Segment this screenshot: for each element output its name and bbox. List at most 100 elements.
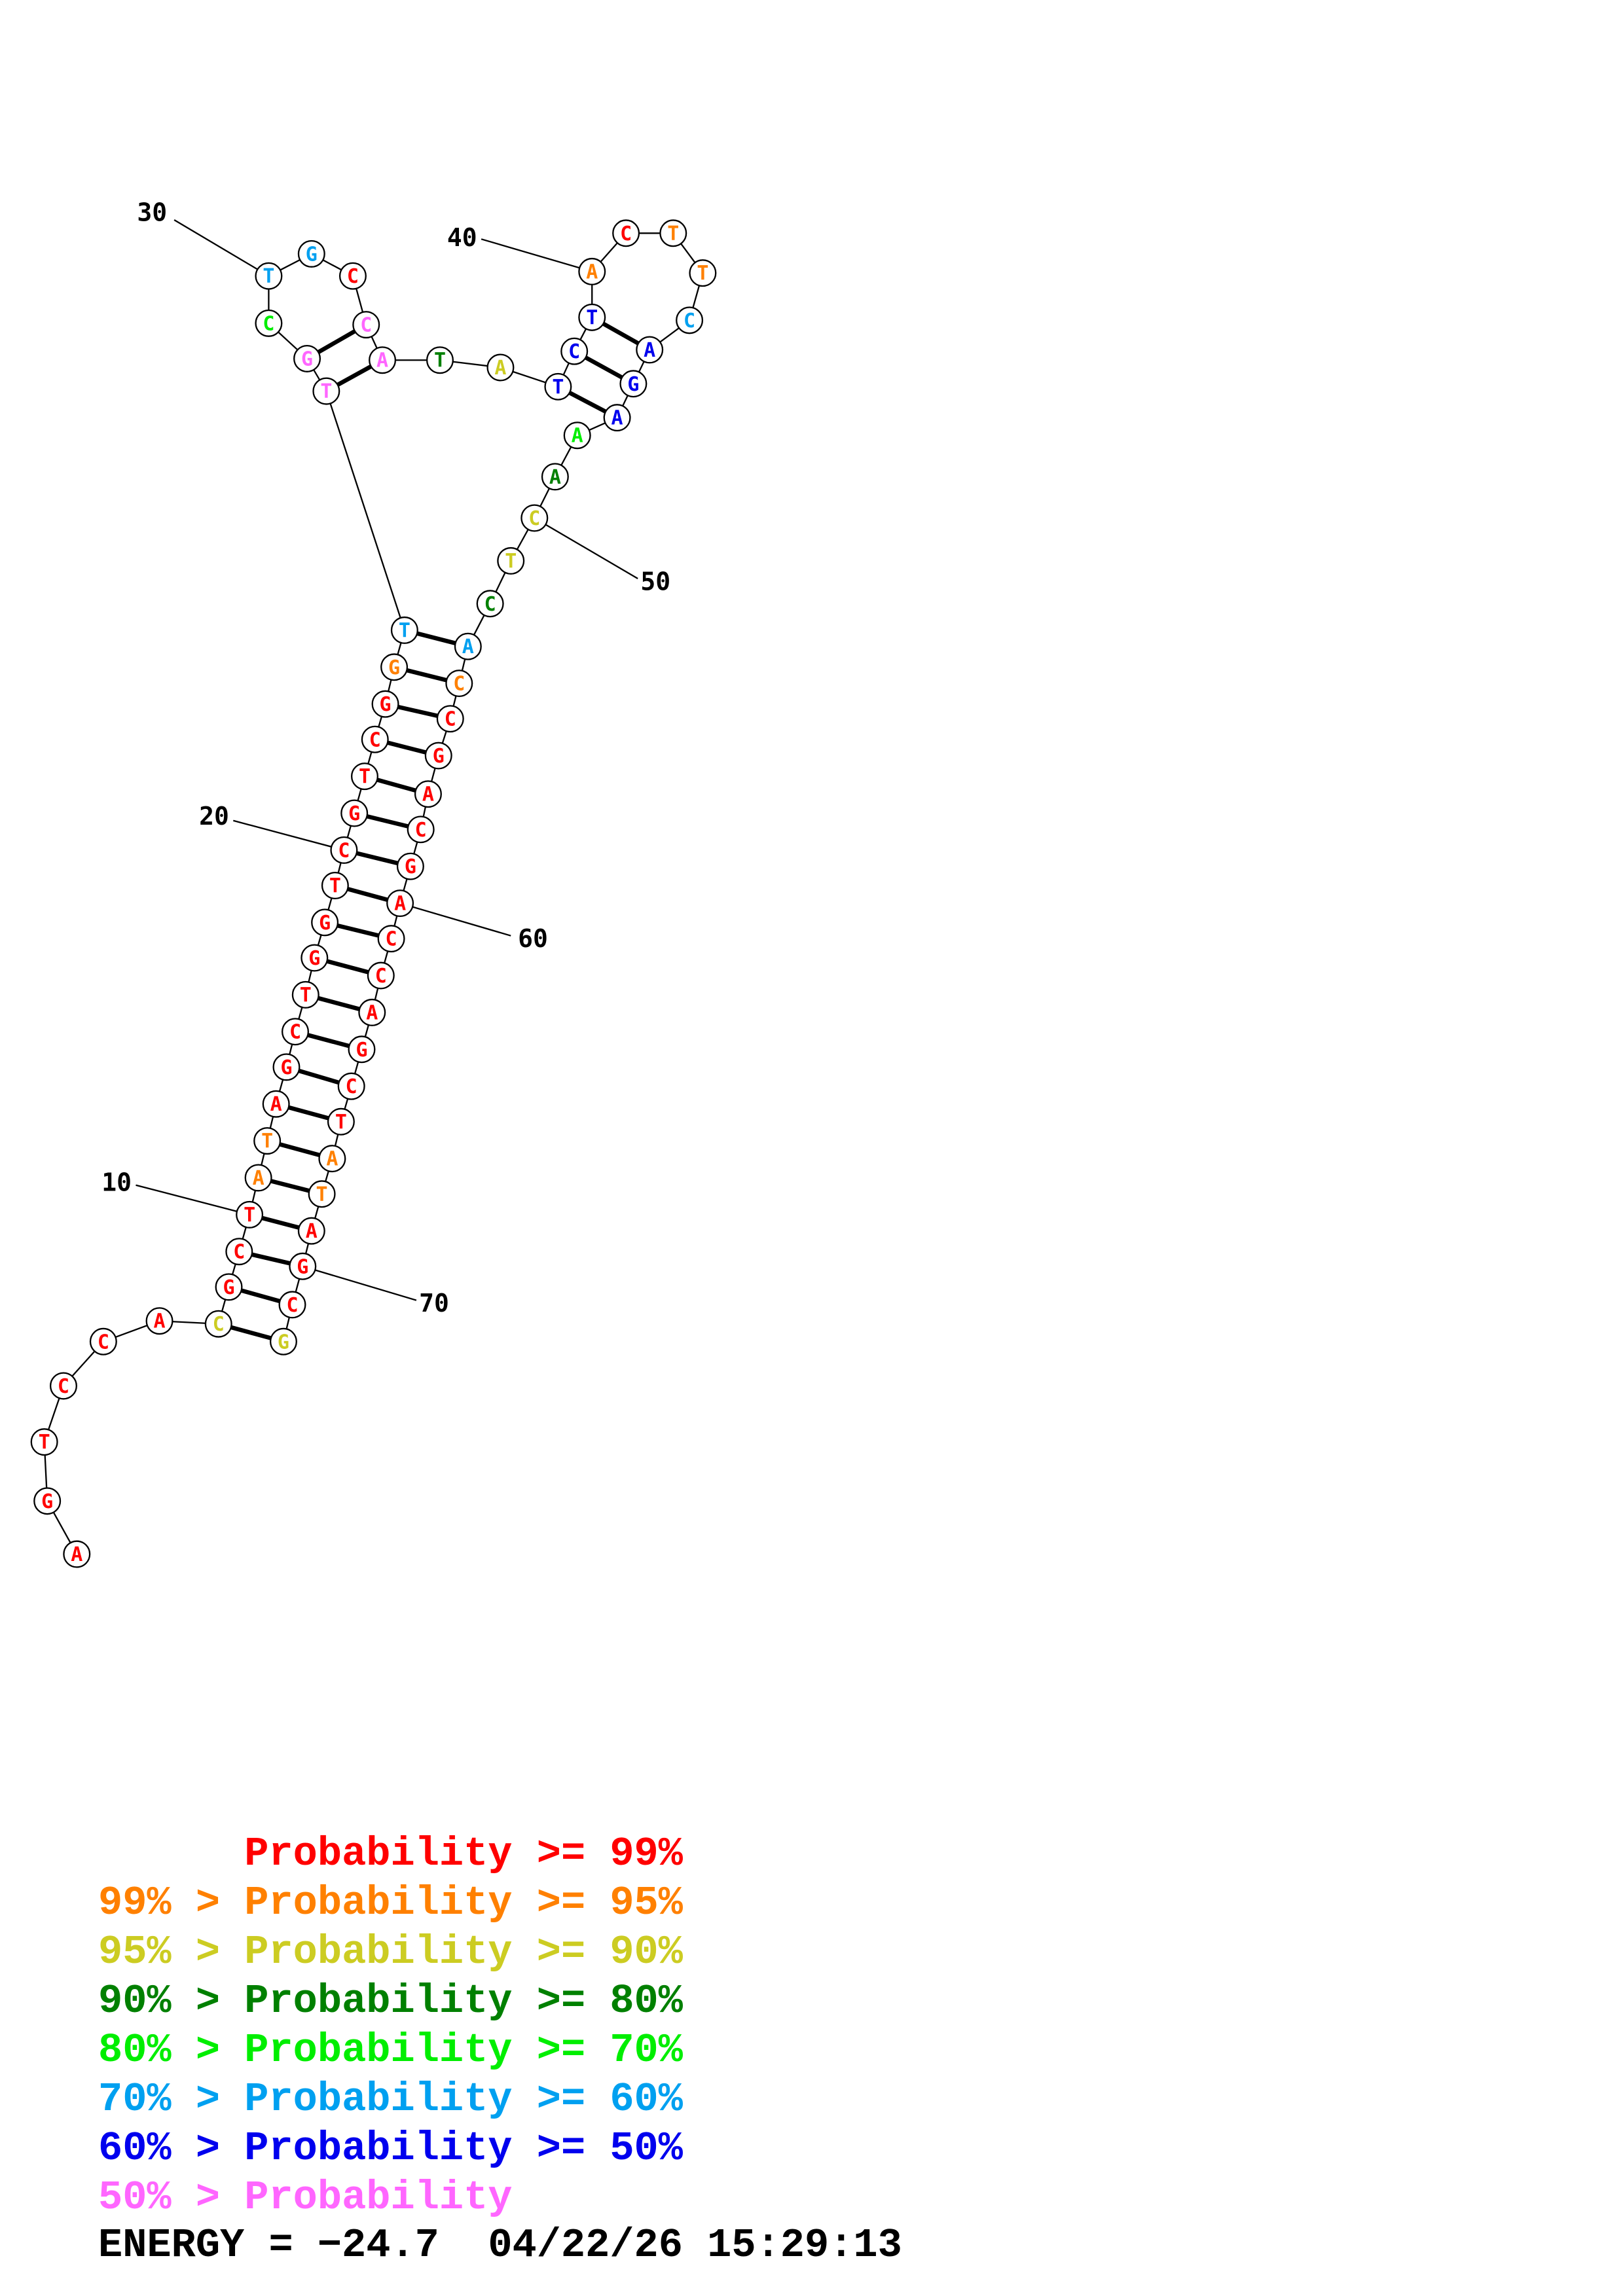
nucleotide-base: C (415, 819, 427, 842)
nucleotide-circle (49, 1372, 77, 1400)
nucleotide-circle (380, 653, 409, 681)
nucleotide: A (244, 1164, 272, 1192)
nucleotide-base: A (644, 339, 655, 362)
nucleotide-circle (255, 309, 283, 337)
nucleotide-base: C (58, 1375, 69, 1398)
nucleotide-base: A (366, 1001, 378, 1024)
probability-legend: Probability >= 99% 99% > Probability >= 9… (98, 1829, 683, 2222)
nucleotide-base: C (620, 223, 632, 245)
nucleotide: A (262, 1090, 290, 1118)
nucleotide-base: C (263, 312, 274, 335)
nucleotide-circle (689, 259, 717, 287)
nucleotide-base: T (261, 1130, 273, 1153)
nucleotide-circle (578, 257, 606, 285)
backbone-lines (43, 232, 704, 1555)
nucleotide-base: C (213, 1313, 225, 1336)
nucleotide-base: A (572, 425, 583, 448)
nucleotide-base: A (253, 1167, 264, 1190)
nucleotide-circle (318, 1145, 346, 1173)
nucleotide-base: G (278, 1331, 289, 1354)
position-label-line (399, 902, 511, 937)
nucleotide-circle (454, 632, 482, 660)
nucleotide: T (30, 1428, 58, 1456)
nucleotide-circle (348, 1035, 376, 1064)
nucleotide: T (253, 1127, 282, 1155)
nucleotide-circle (619, 370, 647, 398)
nucleotide-base: C (386, 928, 397, 951)
nucleotide-circle (321, 872, 349, 899)
nucleotide-base: G (280, 1056, 292, 1079)
nucleotide: C (338, 262, 367, 290)
nucleotide-circle (338, 262, 367, 290)
nucleotide-circle (145, 1307, 173, 1335)
nucleotide: C (337, 1072, 365, 1100)
nucleotide: T (327, 1107, 355, 1136)
nucleotide: C (676, 306, 704, 334)
nucleotide-circle (369, 346, 397, 374)
nucleotide-circle (282, 1018, 309, 1046)
nucleotide-base: G (301, 348, 313, 370)
legend-label: Probability (244, 2076, 513, 2123)
nucleotide-base: T (320, 380, 332, 403)
nucleotide-circle (30, 1428, 58, 1456)
legend-prefix: 90% > (98, 1978, 245, 2024)
nucleotide-circle (89, 1327, 117, 1355)
nucleotide: A (636, 336, 664, 364)
nucleotide-circle (541, 463, 569, 491)
legend-prefix: 60% > (98, 2125, 245, 2172)
timestamp: 04/22/26 15:29:13 (488, 2222, 902, 2269)
nucleotide-base: A (494, 357, 506, 380)
nucleotide-circle (308, 1180, 336, 1208)
nucleotide: G (215, 1273, 243, 1301)
legend-threshold: >= 80% (512, 1978, 683, 2024)
nucleotide: T (291, 980, 319, 1009)
position-label: 70 (419, 1289, 449, 1318)
legend-label: Probability (244, 2174, 513, 2221)
nucleotide-circle (289, 1252, 317, 1280)
nucleotide: A (454, 632, 482, 660)
nucleotide-base: T (434, 350, 446, 372)
nucleotide-circle (436, 705, 464, 733)
nucleotide: C (445, 670, 473, 698)
nucleotide-circle (361, 725, 389, 753)
nucleotide: T (689, 259, 717, 287)
nucleotide: G (33, 1487, 62, 1515)
nucleotide: A (297, 1217, 325, 1245)
nucleotide-circle (297, 240, 325, 268)
nucleotide-circle (330, 836, 358, 864)
nucleotide-base: G (433, 745, 445, 768)
nucleotide: C (367, 961, 395, 990)
nucleotide: C (560, 337, 589, 365)
nucleotide-base: C (360, 314, 372, 337)
nucleotide: G (311, 908, 339, 937)
nucleotide-base: C (286, 1294, 298, 1317)
nucleotide: G (371, 690, 399, 718)
legend-prefix (98, 1831, 196, 1877)
nucleotide: A (563, 422, 591, 450)
legend-prefix: 80% > (98, 2027, 245, 2073)
nucleotide-base: A (306, 1220, 318, 1243)
nucleotide-base: G (388, 656, 400, 679)
nucleotide-base: T (316, 1183, 328, 1206)
nucleotide: A (541, 463, 569, 491)
nucleotide-circle (636, 336, 664, 364)
nucleotide-circle (497, 547, 525, 575)
nucleotide-base: T (263, 265, 274, 288)
nucleotide: A (603, 404, 631, 432)
nucleotide-circle (236, 1200, 264, 1229)
nucleotide-base: C (375, 965, 387, 988)
legend-label: Probability (244, 1880, 513, 1926)
nucleotide-base: A (154, 1310, 166, 1333)
nucleotide: A (578, 257, 606, 285)
position-label-lines (136, 219, 638, 1301)
position-label: 40 (447, 223, 477, 252)
nucleotide: G (340, 799, 369, 827)
legend-prefix: 50% > (98, 2174, 245, 2221)
nucleotide: A (386, 889, 414, 918)
legend-threshold: >= 95% (512, 1880, 683, 1926)
nucleotide-base: G (356, 1039, 367, 1062)
nucleotide: A (358, 998, 386, 1026)
legend-label: Probability (244, 2125, 513, 2172)
